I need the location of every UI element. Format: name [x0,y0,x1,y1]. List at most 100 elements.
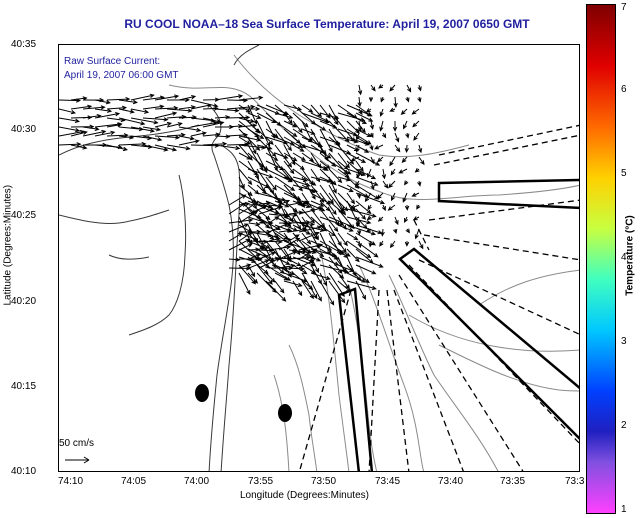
current-vector-arrow [154,94,180,101]
current-vector-arrow [94,108,113,113]
current-vector-arrow [319,128,333,153]
current-vector-arrow [94,111,121,119]
current-vector-arrow [366,215,372,221]
current-vector-arrow [328,160,352,175]
current-vector-arrow [301,272,318,300]
current-vector-arrow [142,144,169,152]
scale-arrow [65,456,90,464]
current-vector-arrow [414,228,420,240]
current-vector-arrow [301,184,316,194]
colorbar-label: Temperature (°C) [624,215,636,296]
current-vector-arrow [248,239,269,244]
current-vector-arrow [278,250,298,260]
station-marker-2 [278,404,292,422]
current-vector-arrow [301,168,314,186]
current-vector-arrow [238,210,259,224]
current-vector-arrow [355,120,366,134]
current-vector-arrow [106,96,131,102]
current-vector-arrow [268,245,292,251]
current-vector-arrow [247,256,269,275]
current-vector-arrow [376,192,384,200]
current-vector-arrow [310,208,326,228]
current-vector-arrow [292,272,314,290]
current-vector-arrow [310,224,319,241]
current-vector-arrow [190,103,213,110]
current-vector-arrow [417,180,422,187]
current-vector-arrow [405,132,410,139]
current-vector-arrow [247,128,265,140]
current-vector-arrow [118,117,146,126]
current-vector-arrow [298,222,315,227]
y-tick-label: 40:10 [11,466,37,477]
current-vector-arrow [417,84,422,92]
current-vector-arrow [265,152,279,161]
page-title: RU COOL NOAA–18 Sea Surface Temperature:… [124,17,530,31]
current-vector-arrow [278,228,293,234]
current-vector-arrow [228,257,241,262]
x-tick-label: 73:3 [565,476,585,487]
current-vector-arrow [357,240,362,249]
y-tick-label: 40:20 [11,296,37,307]
current-vector-arrow [94,99,111,105]
y-tick-label: 40:25 [11,210,37,221]
current-vector-arrow [130,144,154,149]
current-vector-arrow [248,201,271,206]
current-vector-arrow [228,194,247,206]
current-vector-arrow [258,251,276,260]
current-vector-arrow [226,132,249,138]
current-vector-arrow [393,96,398,108]
current-vector-arrow [389,84,396,92]
current-vector-arrow [178,135,195,141]
current-vector-arrow [166,144,191,151]
current-vector-arrow [265,280,287,302]
current-vector-arrow [274,176,296,192]
current-vector-arrow [394,216,399,226]
current-vector-arrow [274,136,295,146]
current-vector-arrow [142,126,162,132]
current-vector-arrow [178,126,202,133]
current-vector-arrow [248,205,268,215]
current-vector-arrow [265,272,276,283]
current-vector-arrow [118,135,135,140]
current-vector-arrow [298,248,318,260]
current-vector-arrow [381,168,387,180]
current-vector-arrow [214,108,240,113]
current-vector-arrow [370,180,375,191]
current-vector-arrow [328,112,339,126]
scale-label: 50 cm/s [59,438,95,449]
current-vector-arrow [268,213,291,219]
current-vector-arrow [346,208,377,218]
current-vector-arrow [355,128,372,137]
current-vector-arrow [405,228,410,234]
current-vector-arrow [166,108,193,113]
current-vector-arrow [154,144,178,152]
current-vector-arrow [413,132,420,141]
current-vector-arrow [178,139,200,146]
current-vector-arrow [394,144,401,153]
current-vector-arrow [346,232,359,241]
current-vector-arrow [355,144,360,153]
current-vector-arrow [256,272,277,293]
current-vector-arrow [387,204,396,211]
y-tick-label: 40:15 [11,381,37,392]
current-vector-arrow [70,104,93,110]
current-vector-arrow [256,192,287,202]
colorbar-tick: 6 [621,84,627,95]
current-vector-arrow [310,112,330,122]
current-vector-arrow [82,126,100,131]
current-vector-arrow [310,104,322,118]
raw-current-label-line1: Raw Surface Current: [64,56,161,67]
current-vector-arrow [214,144,241,151]
current-vector-arrow [238,95,264,101]
current-vector-arrow [301,280,314,300]
current-vector-arrow [337,200,349,212]
current-vector-arrow [301,152,315,162]
current-vector-arrow [319,144,329,162]
current-vector-arrow [278,199,291,206]
current-vector-arrow [283,136,303,149]
current-vector-arrow [226,104,256,110]
current-vector-arrow [379,108,384,117]
current-vector-arrow [238,176,245,189]
current-vector-arrow [274,152,289,159]
current-vector-arrow [417,144,423,154]
